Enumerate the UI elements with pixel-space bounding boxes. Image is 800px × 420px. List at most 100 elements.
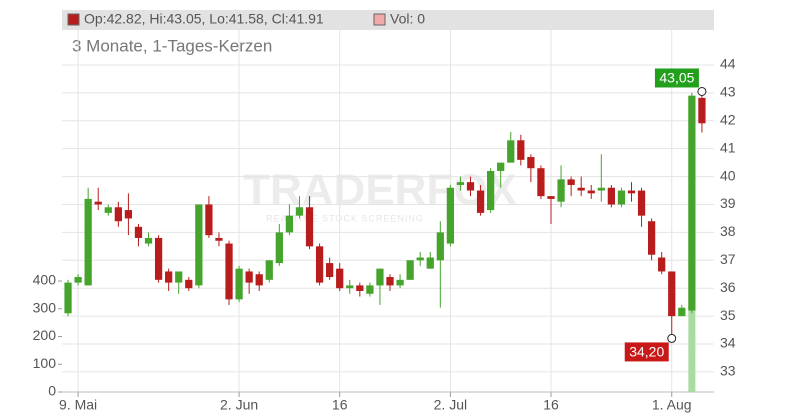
candle-body <box>134 226 143 238</box>
candle-body <box>597 187 605 191</box>
candle-body <box>124 210 133 219</box>
y2-tick-label: 100 <box>33 355 57 371</box>
annotation-box <box>624 342 669 362</box>
candle-body <box>326 263 334 278</box>
y-tick-label: 34 <box>720 335 736 351</box>
candle-body <box>84 198 92 286</box>
candle-body <box>336 268 344 289</box>
candle-body <box>577 187 585 191</box>
annotation-marker <box>697 86 707 96</box>
y2-tick-label: 200 <box>33 327 57 343</box>
legend-swatch <box>373 13 386 26</box>
candle-body <box>94 201 102 205</box>
y-tick-label: 38 <box>720 223 736 239</box>
volume-bar <box>688 310 696 392</box>
candle-body <box>215 237 223 241</box>
candle-body <box>305 207 314 247</box>
subtitle: 3 Monate, 1-Tages-Kerzen <box>72 36 272 55</box>
legend-swatch <box>67 13 80 26</box>
candle-body <box>607 187 615 205</box>
annotation-label: 43,05 <box>659 70 694 86</box>
legend-volume: Vol: 0 <box>390 11 425 27</box>
candle-body <box>144 237 153 244</box>
candle-body <box>698 97 706 124</box>
candle-body <box>507 140 515 163</box>
candle-body <box>255 274 263 286</box>
candle-body <box>245 271 253 283</box>
candle-body <box>426 257 434 269</box>
candle-body <box>668 271 676 317</box>
x-tick-label: 16 <box>332 397 348 413</box>
candle-body <box>74 277 82 283</box>
y-tick-label: 36 <box>720 279 736 295</box>
candle-body <box>285 215 294 233</box>
candle-body <box>356 285 364 291</box>
candle-body <box>497 162 505 172</box>
y-tick-label: 43 <box>720 84 736 100</box>
candle-body <box>64 282 72 314</box>
candle-body <box>436 232 444 261</box>
candle-body <box>627 190 636 194</box>
candle-body <box>688 95 696 311</box>
candle-body <box>547 196 555 199</box>
candle-body <box>376 268 384 286</box>
y-tick-label: 35 <box>720 307 736 323</box>
candle-body <box>205 204 213 236</box>
candle-body <box>557 179 565 202</box>
y-tick-label: 40 <box>720 167 736 183</box>
candle-body <box>235 268 243 300</box>
candle-body <box>185 279 193 289</box>
candle-body <box>165 271 173 283</box>
y-tick-label: 44 <box>720 56 736 72</box>
y-tick-label: 41 <box>720 139 736 155</box>
legend-ohlc: Op:42.82, Hi:43.05, Lo:41.58, Cl:41.91 <box>84 11 324 27</box>
candle-body <box>487 171 495 211</box>
candle-body <box>366 285 374 294</box>
candle-body <box>386 277 394 286</box>
candle-body <box>114 207 122 222</box>
candle-body <box>396 279 404 286</box>
candle-body <box>617 190 626 205</box>
candle-body <box>175 271 183 283</box>
candle-body <box>537 168 545 197</box>
watermark: TRADERFOX <box>243 166 517 215</box>
x-tick-label: 9. Mai <box>59 397 97 413</box>
y-tick-label: 33 <box>720 363 736 379</box>
y2-tick-label: 300 <box>33 299 57 315</box>
candle-body <box>225 243 233 300</box>
candle-body <box>346 285 354 289</box>
candle-body <box>637 190 646 216</box>
y2-tick-label: 400 <box>33 272 57 288</box>
candle-body <box>658 257 666 272</box>
candle-body <box>517 140 525 160</box>
candle-body <box>315 246 324 283</box>
candle-body <box>406 260 414 280</box>
candle-body <box>456 182 465 185</box>
candle-body <box>446 187 455 244</box>
annotation-label: 34,20 <box>629 344 664 360</box>
candle-body <box>275 232 283 264</box>
y-tick-label: 42 <box>720 111 736 127</box>
y-tick-label: 37 <box>720 251 736 267</box>
candle-body <box>295 207 304 216</box>
y2-tick-label: 0 <box>48 383 56 399</box>
x-tick-label: 1. Aug <box>652 397 692 413</box>
x-tick-label: 16 <box>543 397 559 413</box>
candle-body <box>195 204 203 286</box>
candle-body <box>678 307 686 317</box>
annotation-marker <box>667 333 677 343</box>
candle-body <box>527 157 535 169</box>
candle-body <box>104 207 112 213</box>
x-tick-label: 2. Jun <box>220 397 258 413</box>
candle-body <box>587 190 595 194</box>
candle-body <box>567 179 575 185</box>
candle-body <box>647 221 656 255</box>
candle-body <box>466 182 475 191</box>
candle-body <box>416 257 424 261</box>
candle-body <box>476 190 485 213</box>
x-tick-label: 2. Jul <box>434 397 467 413</box>
candle-body <box>154 237 163 280</box>
legend-bar <box>62 10 714 30</box>
y-tick-label: 39 <box>720 195 736 211</box>
